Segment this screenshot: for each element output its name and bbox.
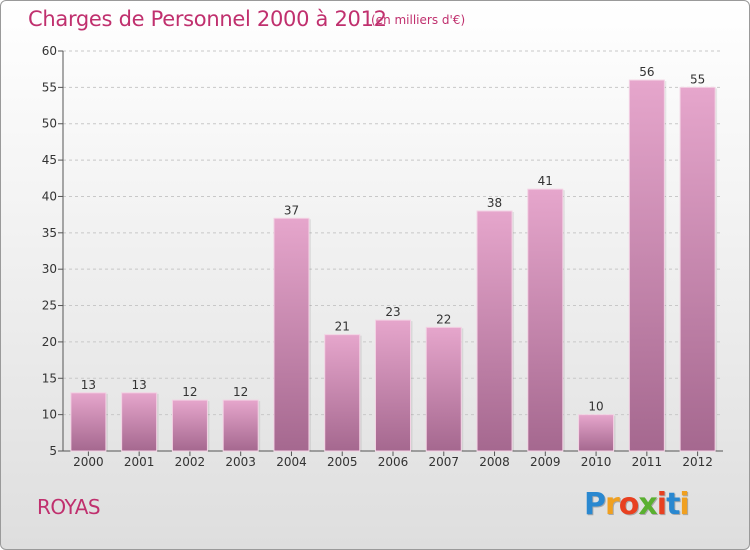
y-tick-label: 35: [42, 226, 57, 240]
bar-2010: [578, 414, 615, 452]
logo-letter: t: [666, 487, 680, 522]
data-label: 38: [487, 196, 502, 210]
bar-2001: [121, 392, 158, 452]
data-label: 10: [588, 400, 603, 414]
data-label: 13: [81, 378, 96, 392]
bar-2008: [476, 210, 513, 452]
data-label: 55: [690, 72, 705, 86]
x-tick-label: 2000: [73, 455, 104, 469]
commune-name: ROYAS: [37, 495, 101, 519]
logo-letter: i: [679, 487, 689, 522]
y-tick-label: 25: [42, 299, 57, 313]
data-label: 21: [335, 320, 350, 334]
y-tick-label: 40: [42, 189, 57, 203]
bar-2006: [375, 319, 411, 452]
x-tick-label: 2007: [428, 455, 459, 469]
data-label: 37: [284, 203, 299, 217]
x-tick-label: 2005: [327, 455, 358, 469]
proxiti-logo[interactable]: Proxiti: [584, 487, 690, 522]
data-label: 23: [385, 305, 400, 319]
y-tick-label: 55: [42, 80, 57, 94]
bar-2005: [324, 334, 361, 452]
x-tick-label: 2009: [530, 455, 561, 469]
data-label: 56: [639, 65, 654, 79]
data-label: 22: [436, 312, 451, 326]
x-tick-label: 2012: [682, 455, 713, 469]
y-tick-label: 15: [42, 371, 57, 385]
x-tick-label: 2004: [276, 455, 307, 469]
x-tick-label: 2006: [378, 455, 409, 469]
x-tick-label: 2011: [632, 455, 663, 469]
bar-2009: [527, 188, 564, 452]
logo-letter: o: [618, 487, 640, 522]
bar-2011: [628, 79, 665, 452]
data-label: 41: [538, 174, 553, 188]
data-label: 13: [132, 378, 147, 392]
bar-2003: [222, 399, 259, 452]
bar-2007: [425, 326, 462, 452]
x-tick-label: 2001: [124, 455, 155, 469]
x-tick-label: 2010: [581, 455, 612, 469]
x-tick-label: 2008: [479, 455, 510, 469]
y-tick-label: 60: [42, 44, 57, 58]
y-tick-label: 50: [42, 117, 57, 131]
bar-2002: [171, 399, 208, 452]
bar-2004: [273, 217, 310, 452]
y-tick-label: 20: [42, 335, 57, 349]
x-tick-label: 2003: [225, 455, 256, 469]
bar-2012: [679, 86, 716, 452]
logo-letter: i: [656, 487, 667, 522]
data-label: 12: [233, 385, 248, 399]
y-tick-label: 45: [42, 153, 57, 167]
y-tick-label: 30: [42, 262, 57, 276]
chart-title: Charges de Personnel 2000 à 2012: [28, 7, 387, 31]
y-tick-label: 10: [42, 408, 57, 422]
unit-label: (en milliers d'€): [371, 13, 466, 27]
data-label: 12: [182, 385, 197, 399]
logo-letter: P: [584, 487, 606, 522]
bar-2000: [70, 392, 107, 452]
x-tick-label: 2002: [175, 455, 206, 469]
y-tick-label: 5: [49, 444, 57, 458]
logo-letter: r: [605, 487, 620, 522]
logo-letter: x: [638, 487, 657, 522]
